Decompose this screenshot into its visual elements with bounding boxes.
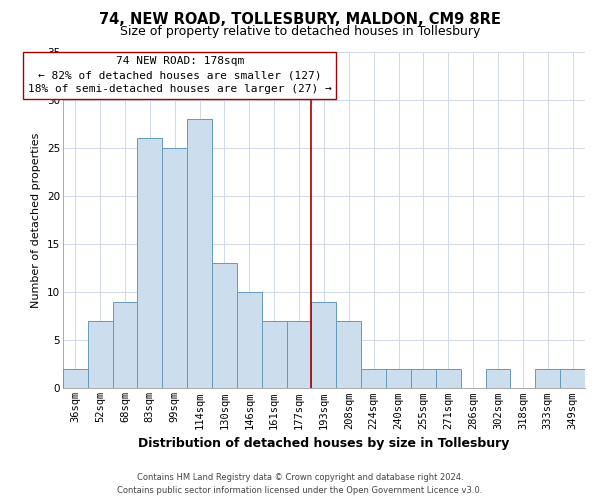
Bar	[337, 321, 361, 388]
Bar	[361, 369, 386, 388]
Bar	[287, 321, 311, 388]
Bar	[187, 119, 212, 388]
Text: Size of property relative to detached houses in Tollesbury: Size of property relative to detached ho…	[120, 25, 480, 38]
Bar	[535, 369, 560, 388]
X-axis label: Distribution of detached houses by size in Tollesbury: Distribution of detached houses by size …	[138, 437, 509, 450]
Bar	[436, 369, 461, 388]
Bar	[485, 369, 511, 388]
Bar	[88, 321, 113, 388]
Bar	[560, 369, 585, 388]
Bar	[262, 321, 287, 388]
Bar	[411, 369, 436, 388]
Bar	[311, 302, 337, 388]
Bar	[237, 292, 262, 388]
Bar	[212, 264, 237, 388]
Text: Contains HM Land Registry data © Crown copyright and database right 2024.
Contai: Contains HM Land Registry data © Crown c…	[118, 473, 482, 495]
Bar	[386, 369, 411, 388]
Bar	[162, 148, 187, 388]
Y-axis label: Number of detached properties: Number of detached properties	[31, 132, 41, 308]
Bar	[63, 369, 88, 388]
Text: 74, NEW ROAD, TOLLESBURY, MALDON, CM9 8RE: 74, NEW ROAD, TOLLESBURY, MALDON, CM9 8R…	[99, 12, 501, 28]
Bar	[137, 138, 162, 388]
Text: 74 NEW ROAD: 178sqm
← 82% of detached houses are smaller (127)
18% of semi-detac: 74 NEW ROAD: 178sqm ← 82% of detached ho…	[28, 56, 332, 94]
Bar	[113, 302, 137, 388]
